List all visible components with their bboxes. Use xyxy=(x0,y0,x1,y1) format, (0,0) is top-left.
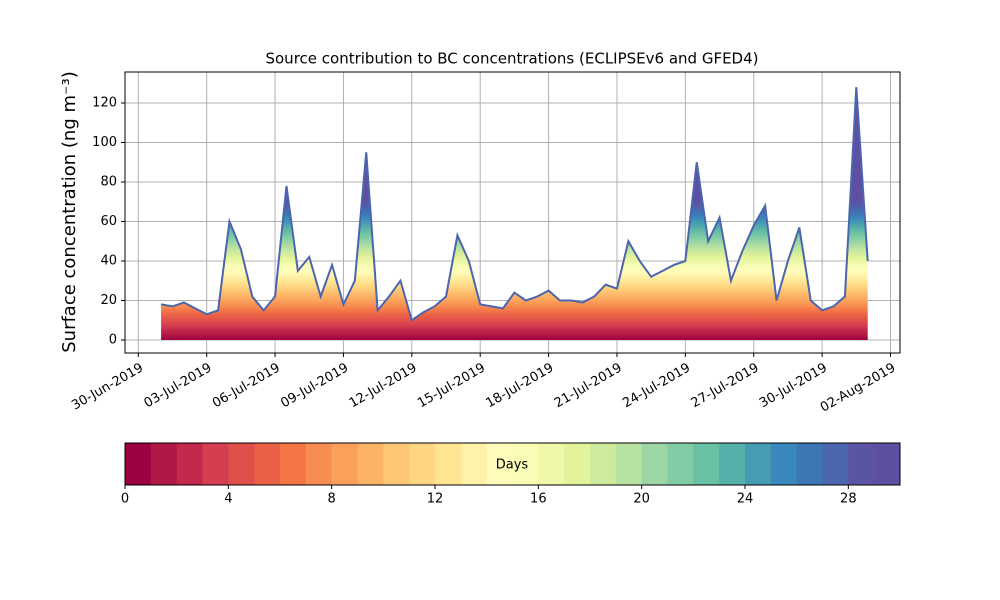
colorbar-tick-label: 12 xyxy=(427,492,444,507)
colorbar-tick-label: 20 xyxy=(633,492,650,507)
colorbar-segment xyxy=(409,443,436,485)
x-tick-label: 12-Jul-2019 xyxy=(347,361,420,412)
y-tick-label: 60 xyxy=(100,214,117,229)
x-tick-label: 18-Jul-2019 xyxy=(484,361,557,412)
colorbar-tick-label: 16 xyxy=(530,492,547,507)
colorbar-segment xyxy=(641,443,668,485)
colorbar-segment xyxy=(745,443,772,485)
colorbar-segment xyxy=(280,443,307,485)
y-tick-label: 20 xyxy=(100,293,117,308)
colorbar-segment xyxy=(538,443,565,485)
colorbar-segment xyxy=(512,443,539,485)
colorbar-segment xyxy=(615,443,643,485)
colorbar-segment xyxy=(822,443,849,485)
colorbar-segment xyxy=(564,443,591,485)
colorbar-segment xyxy=(125,443,152,485)
colorbar-segment xyxy=(719,443,746,485)
colorbar-segment xyxy=(202,443,229,485)
colorbar-tick-label: 4 xyxy=(224,492,232,507)
colorbar-label: Days xyxy=(496,458,529,473)
colorbar-segment xyxy=(383,443,410,485)
colorbar-segment xyxy=(486,443,513,485)
x-tick-label: 03-Jul-2019 xyxy=(142,361,215,412)
x-tick-label: 02-Aug-2019 xyxy=(818,361,898,416)
colorbar-segment xyxy=(357,443,384,485)
colorbar-segment xyxy=(693,443,720,485)
colorbar-segment xyxy=(874,443,901,485)
colorbar-segment xyxy=(435,443,462,485)
colorbar-segment xyxy=(770,443,798,485)
area xyxy=(161,87,868,340)
colorbar-segment xyxy=(796,443,823,485)
colorbar-frame xyxy=(124,442,901,486)
y-axis-label: Surface concentration (ng m⁻³) xyxy=(59,71,80,353)
colorbar-tick-label: 8 xyxy=(328,492,336,507)
colorbar-segment xyxy=(176,443,203,485)
chart-title: Source contribution to BC concentrations… xyxy=(265,50,758,68)
area-top-line xyxy=(160,87,869,322)
y-tick-label: 120 xyxy=(92,96,117,111)
colorbar-segment xyxy=(228,443,255,485)
y-tick-label: 40 xyxy=(100,253,117,268)
x-tick-label: 09-Jul-2019 xyxy=(278,361,351,412)
colorbar-segment xyxy=(254,443,281,485)
colorbar-tick-label: 24 xyxy=(737,492,754,507)
y-tick-label: 0 xyxy=(109,332,117,347)
x-tick-label: 21-Jul-2019 xyxy=(552,361,625,412)
colorbar-segment xyxy=(460,443,488,485)
x-tick-label: 15-Jul-2019 xyxy=(415,361,488,412)
colorbar-segment xyxy=(331,443,358,485)
colorbar-segment xyxy=(667,443,694,485)
x-tick-label: 30-Jun-2019 xyxy=(69,361,146,414)
colorbar-segment xyxy=(305,443,333,485)
colorbar-segment xyxy=(150,443,178,485)
y-tick-label: 100 xyxy=(92,135,117,150)
y-tick-label: 80 xyxy=(100,174,117,189)
colorbar-segment xyxy=(848,443,875,485)
colorbar-tick-label: 0 xyxy=(121,492,129,507)
x-tick-label: 24-Jul-2019 xyxy=(620,361,693,412)
plot-frame xyxy=(124,71,901,354)
x-tick-label: 06-Jul-2019 xyxy=(210,361,283,412)
colorbar-segment xyxy=(590,443,617,485)
colorbar-tick-label: 28 xyxy=(840,492,857,507)
x-tick-label: 27-Jul-2019 xyxy=(689,361,762,412)
